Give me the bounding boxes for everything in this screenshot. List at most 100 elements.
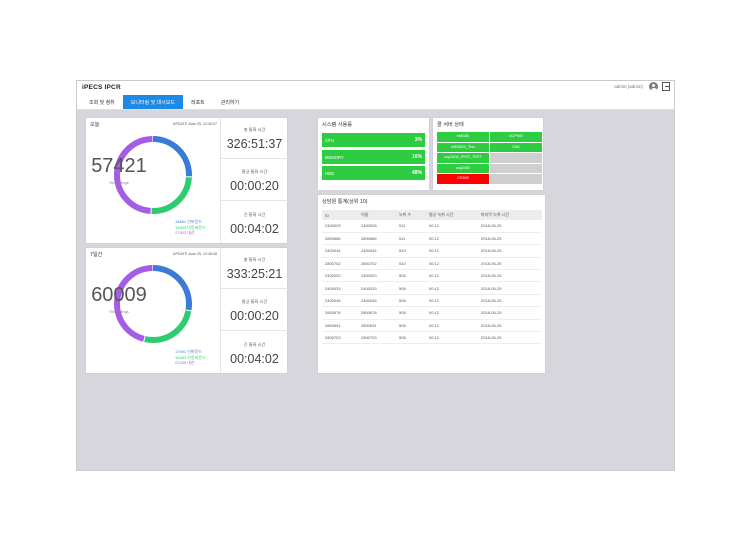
user-name[interactable]: admin (admin) [614,84,643,89]
today-total-recordings: 57421 [91,155,147,177]
table-cell: 2018-06-25 [478,306,542,320]
user-avatar-icon[interactable] [649,82,658,91]
donut-segment [114,136,192,214]
table-cell: 2800678 [358,306,396,320]
memory-value: 16% [411,153,422,160]
table-cell: 511 [396,220,426,233]
table-cell: 2018-06-25 [478,269,542,283]
table-cell: 510 [396,244,426,258]
table-cell: 511 [396,232,426,246]
server-status-cell [490,174,542,184]
app-title: iPECS IPCR [82,84,121,91]
table-cell: 2800686 [322,232,358,246]
col-name[interactable]: 이름 [358,210,396,220]
today-recordings-label: Recordings [109,181,129,185]
stat-value: 00:00:20 [230,179,279,193]
table-cell: 00:12 [426,306,478,320]
table-cell: 2800703 [322,331,358,345]
table-cell: 2800702 [358,257,396,271]
table-cell: 2400044 [322,244,358,258]
logout-icon[interactable] [662,82,670,91]
table-row[interactable]: 2400029 2400028 511 00:12 2018-06-25 [322,220,542,233]
server-status-cell: eMG800_Test [437,142,489,152]
table-row[interactable]: 2800702 2800702 510 00:12 2018-06-25 [322,257,542,271]
table-cell: 2800702 [322,257,358,271]
week-legend: 17091 인바운드 15483 아웃바운드 27435 내선 [175,349,206,366]
table-row[interactable]: 2800678 2800678 508 00:12 2018-06-25 [322,306,542,320]
table-row[interactable]: 2400044 2400044 510 00:12 2018-06-25 [322,244,542,258]
today-stat-longest: 긴 통화 시간 00:04:02 [221,201,288,243]
table-cell: 00:12 [426,281,478,295]
table-cell: 2800691 [358,319,396,333]
server-status-cell: eMG80 [437,132,489,142]
today-stat-total: 총 통화 시간 326:51:37 [221,118,288,159]
stat-value: 00:04:02 [230,222,279,236]
server-status-cell: CM1 [490,142,542,152]
server-status-cell [490,163,542,173]
system-usage-panel: 시스템 사용률 CPU 3% MEMORY 16% HDD 48% [318,118,429,190]
server-status-cell [490,153,542,163]
donut-segment [114,136,192,214]
table-cell: 00:12 [426,331,478,345]
table-cell: 00:12 [426,319,478,333]
table-cell: 2400046 [358,294,396,308]
tab-monitoring-dashboard[interactable]: 모니터링 및 대시보드 [122,95,183,109]
table-cell: 2400028 [358,220,396,233]
table-cell: 2018-06-25 [478,244,542,258]
stat-label: 긴 통화 시간 [243,342,266,347]
tab-report[interactable]: 레포트 [190,99,205,106]
stat-value: 333:25:21 [226,267,283,281]
table-cell: 2018-06-25 [478,294,542,308]
table-cell: 508 [396,281,426,295]
agent-stats-title: 상담원 통계(상위 10) [322,199,368,205]
agent-stats-panel: 상담원 통계(상위 10) ID 이름 녹취 수 평균 녹취 시간 마지막 녹취… [318,195,545,373]
today-donut-chart [114,136,192,214]
today-title: 오늘 [90,122,100,128]
call-server-status-title: 콜 서버 상태 [437,122,464,128]
table-cell: 00:12 [426,244,478,258]
donut-segment [114,265,192,343]
col-last[interactable]: 마지막 녹취 시간 [478,210,542,220]
tab-management[interactable]: 관리하기 [220,99,240,106]
system-usage-title: 시스템 사용률 [322,122,353,128]
col-count[interactable]: 녹취 수 [396,210,426,220]
app-window: iPECS IPCR admin (admin) 조회 및 청취 모니터링 및 … [76,80,675,471]
table-row[interactable]: 2400046 2400046 508 00:12 2018-06-25 [322,294,542,308]
table-row[interactable]: 2800691 2800691 508 00:12 2018-06-25 [322,319,542,333]
call-server-status-panel: 콜 서버 상태 eMG80 UCP600 eMG800_Test CM1 ucp… [433,118,543,190]
table-cell: 2400044 [358,244,396,258]
stat-label: 총 통화 시간 [243,127,266,132]
table-header-row: ID 이름 녹취 수 평균 녹취 시간 마지막 녹취 시간 [322,210,542,220]
table-cell: 00:12 [426,269,478,283]
today-stat-average: 평균 통화 시간 00:00:20 [221,159,288,201]
table-row[interactable]: 2800703 2800703 508 00:12 2018-06-25 [322,331,542,345]
cpu-label: CPU [325,138,334,143]
hdd-value: 48% [411,170,422,176]
main-nav: 조회 및 청취 모니터링 및 대시보드 레포트 관리하기 [77,95,674,110]
server-status-cell: UCP600 [490,132,542,142]
table-cell: 00:12 [426,294,478,308]
table-cell: 00:12 [426,220,478,233]
today-update-time: UPDATE June 25, 12:45:07 [172,122,217,126]
stat-value: 00:00:20 [230,309,279,323]
today-legend: 14861 인바운드 14303 아웃바운드 27403 내선 [175,219,206,236]
week-recordings-label: Recordings [109,310,129,314]
table-cell: 2400033 [358,281,396,295]
week-stat-longest: 긴 통화 시간 00:04:02 [221,331,288,373]
col-average[interactable]: 평균 녹취 시간 [426,210,478,220]
col-id[interactable]: ID [322,210,358,220]
table-cell: 2018-06-25 [478,232,542,246]
table-cell: 00:12 [426,257,478,271]
table-row[interactable]: 2400033 2400033 508 00:12 2018-06-25 [322,281,542,295]
table-cell: 00:12 [426,232,478,246]
table-row[interactable]: 2400020 2400020 508 00:12 2018-06-25 [322,269,542,283]
stat-label: 총 통화 시간 [243,257,266,262]
today-legend-outbound: 14303 아웃바운드 [175,224,206,230]
table-cell: 508 [396,269,426,283]
donut-segment [114,265,192,343]
week-stat-average: 평균 통화 시간 00:00:20 [221,289,288,331]
tab-search-listen[interactable]: 조회 및 청취 [89,99,115,106]
week-title: 7일간 [90,252,103,258]
table-row[interactable]: 2800686 2800686 511 00:12 2018-06-25 [322,232,542,246]
today-legend-internal: 27403 내선 [175,230,195,235]
